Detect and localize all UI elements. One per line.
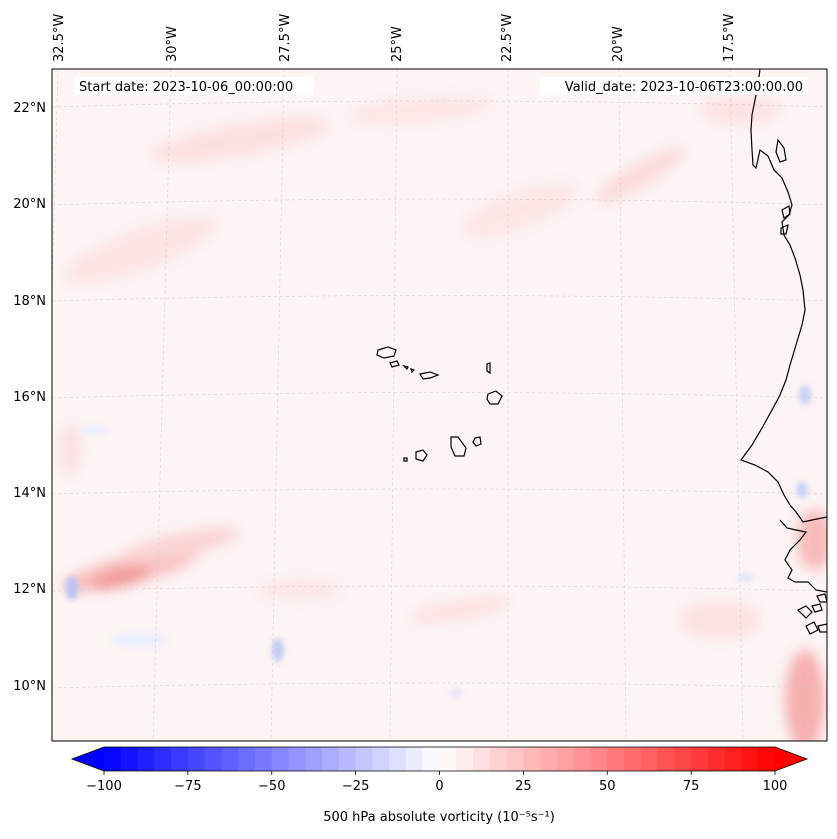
colorbar-cell xyxy=(405,747,424,771)
colorbar-cell xyxy=(439,747,457,771)
colorbar-high-extension xyxy=(775,747,807,771)
gridlines xyxy=(52,69,827,741)
lon-label: 22.5°W xyxy=(500,14,515,62)
colorbar-cell xyxy=(573,747,591,771)
colorbar-cell xyxy=(640,747,658,771)
cape-verde-islands xyxy=(376,346,503,462)
colorbar-cells xyxy=(104,747,776,771)
colorbar-tick-label: 50 xyxy=(599,779,616,794)
colorbar-cell xyxy=(355,747,373,771)
colorbar-cell xyxy=(322,747,340,771)
start-date-label: Start date: 2023-10-06_00:00:00 xyxy=(79,80,293,95)
colorbar-ticks: −100 −75 −50 −25 0 25 50 75 100 xyxy=(86,771,787,794)
lat-label: 16°N xyxy=(13,390,46,405)
lon-label: 30°W xyxy=(165,26,180,62)
colorbar-cell xyxy=(305,747,323,771)
lat-label: 12°N xyxy=(13,582,46,597)
colorbar-tick-label: −25 xyxy=(342,779,369,794)
lon-label: 17.5°W xyxy=(722,14,737,62)
lat-label: 10°N xyxy=(13,679,46,694)
colorbar-cell xyxy=(254,747,273,771)
colorbar-cell xyxy=(288,747,306,771)
colorbar-cell xyxy=(556,747,575,771)
colorbar-cell xyxy=(154,747,172,771)
colorbar-label: 500 hPa absolute vorticity (10⁻⁵s⁻¹) xyxy=(323,810,555,825)
longitude-labels: 32.5°W 30°W 27.5°W 25°W 22.5°W 20°W 17.5… xyxy=(52,14,737,62)
colorbar-cell xyxy=(607,747,625,771)
colorbar-cell xyxy=(758,747,776,771)
colorbar-tick-label: −100 xyxy=(86,779,122,794)
valid-date-box xyxy=(540,77,808,95)
colorbar-cell xyxy=(372,747,390,771)
colorbar-cell xyxy=(338,747,357,771)
west-africa-coastline xyxy=(740,69,827,635)
colorbar-cell xyxy=(691,747,709,771)
colorbar-cell xyxy=(523,747,541,771)
colorbar-cell xyxy=(456,747,474,771)
colorbar-cell xyxy=(473,747,491,771)
colorbar-cell xyxy=(540,747,558,771)
lon-label: 27.5°W xyxy=(278,14,293,62)
colorbar-cell xyxy=(724,747,742,771)
lat-label: 14°N xyxy=(13,486,46,501)
colorbar: −100 −75 −50 −25 0 25 50 75 100 500 hPa absolute… xyxy=(70,746,809,825)
colorbar-cell xyxy=(506,747,524,771)
colorbar-cell xyxy=(204,747,222,771)
colorbar-tick-label: 100 xyxy=(763,779,788,794)
lon-label: 20°W xyxy=(611,26,626,62)
lon-label: 32.5°W xyxy=(52,14,67,62)
map-panel xyxy=(51,68,828,742)
lat-label: 20°N xyxy=(13,197,46,212)
colorbar-tick-label: 25 xyxy=(515,779,532,794)
colorbar-cell xyxy=(271,747,289,771)
colorbar-tick-label: −75 xyxy=(174,779,201,794)
colorbar-cell xyxy=(238,747,256,771)
vorticity-anomalies xyxy=(52,69,827,741)
colorbar-low-extension xyxy=(72,747,104,771)
colorbar-cell xyxy=(221,747,239,771)
colorbar-cell xyxy=(624,747,642,771)
colorbar-cell xyxy=(707,747,726,771)
lon-label: 25°W xyxy=(390,26,405,62)
colorbar-tick-label: 0 xyxy=(435,779,443,794)
lat-label: 22°N xyxy=(13,101,46,116)
start-date-box xyxy=(74,77,314,95)
colorbar-cell xyxy=(171,747,189,771)
colorbar-cell xyxy=(389,747,407,771)
colorbar-cell xyxy=(104,747,122,771)
colorbar-cell xyxy=(137,747,155,771)
lat-label: 18°N xyxy=(13,294,46,309)
colorbar-cell xyxy=(741,747,759,771)
colorbar-tick-label: 75 xyxy=(683,779,700,794)
valid-date-label: Valid_date: 2023-10-06T23:00:00.00 xyxy=(565,80,803,95)
colorbar-cell xyxy=(489,747,507,771)
colorbar-cell xyxy=(187,747,206,771)
colorbar-cell xyxy=(590,747,608,771)
colorbar-cell xyxy=(657,747,675,771)
latitude-labels: 22°N 20°N 18°N 16°N 14°N 12°N 10°N xyxy=(13,101,46,694)
colorbar-tick-label: −50 xyxy=(258,779,285,794)
map-frame xyxy=(51,68,828,742)
colorbar-cell xyxy=(674,747,692,771)
colorbar-cell xyxy=(120,747,138,771)
colorbar-cell xyxy=(422,747,440,771)
